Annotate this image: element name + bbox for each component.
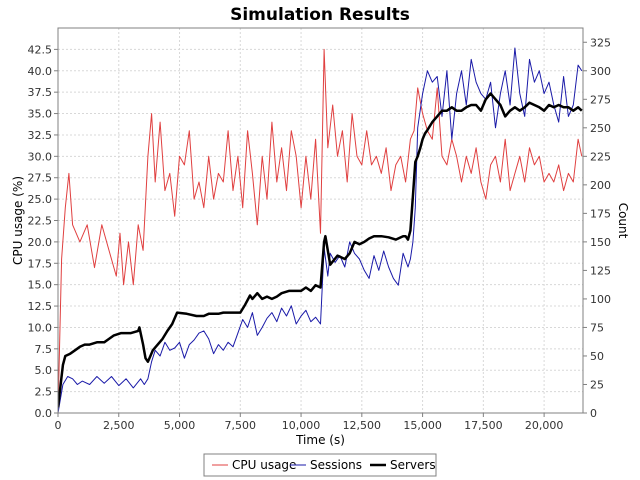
y-right-tick-label: 125 [590, 264, 611, 277]
y-right-tick-label: 100 [590, 293, 611, 306]
y-axis-right-title: Count [616, 203, 630, 239]
chart-title: Simulation Results [230, 5, 410, 25]
legend-label: Servers [390, 458, 436, 472]
y-left-tick-label: 25.0 [28, 193, 53, 206]
y-left-tick-label: 20.0 [28, 236, 53, 249]
y-right-tick-label: 175 [590, 207, 611, 220]
y-left-tick-label: 42.5 [28, 43, 53, 56]
x-axis-title: Time (s) [295, 433, 345, 447]
y-left-tick-label: 32.5 [28, 129, 53, 142]
y-right-tick-label: 25 [590, 378, 604, 391]
y-right-tick-label: 200 [590, 179, 611, 192]
x-tick-label: 15,000 [403, 419, 442, 432]
y-left-tick-label: 35.0 [28, 108, 53, 121]
axes: 0 2,500 5,000 7,500 10,000 12,500 15,000 17,500… [28, 36, 612, 432]
x-tick-label: 2,500 [103, 419, 135, 432]
legend-label: Sessions [310, 458, 362, 472]
y-left-tick-label: 15.0 [28, 279, 53, 292]
y-right-tick-label: 275 [590, 93, 611, 106]
y-right-tick-label: 0 [590, 407, 597, 420]
y-left-tick-label: 27.5 [28, 172, 53, 185]
y-axis-left-title: CPU usage (%) [11, 176, 25, 265]
y-left-tick-label: 7.5 [35, 343, 53, 356]
series-lines [58, 47, 583, 413]
grid-lines [57, 28, 583, 414]
y-right-tick-label: 250 [590, 122, 611, 135]
series-line-cpu-usage [58, 48, 583, 413]
x-tick-label: 5,000 [164, 419, 196, 432]
y-left-tick-label: 0.0 [35, 407, 53, 420]
y-left-tick-label: 10.0 [28, 321, 53, 334]
y-left-tick-label: 17.5 [28, 257, 53, 270]
y-left-tick-label: 40.0 [28, 65, 53, 78]
y-left-tick-label: 22.5 [28, 215, 53, 228]
y-right-tick-label: 300 [590, 65, 611, 78]
y-left-tick-label: 30.0 [28, 150, 53, 163]
x-tick-label: 12,500 [343, 419, 382, 432]
y-right-tick-label: 150 [590, 236, 611, 249]
series-line-sessions [58, 47, 583, 413]
y-right-tick-label: 75 [590, 321, 604, 334]
x-tick-label: 10,000 [282, 419, 321, 432]
series-line-servers [58, 92, 583, 408]
x-tick-label: 7,500 [225, 419, 257, 432]
y-left-tick-label: 12.5 [28, 300, 53, 313]
x-tick-label: 0 [55, 419, 62, 432]
x-tick-label: 17,500 [464, 419, 503, 432]
legend: CPU usage Sessions Servers [203, 453, 437, 477]
y-left-tick-label: 37.5 [28, 86, 53, 99]
legend-box [203, 453, 437, 477]
legend-label: CPU usage [232, 458, 296, 472]
y-left-tick-label: 5.0 [35, 364, 53, 377]
y-left-tick-label: 2.5 [35, 386, 53, 399]
y-right-tick-label: 50 [590, 350, 604, 363]
x-tick-label: 20,000 [525, 419, 564, 432]
y-right-tick-label: 225 [590, 150, 611, 163]
y-right-tick-label: 325 [590, 36, 611, 49]
